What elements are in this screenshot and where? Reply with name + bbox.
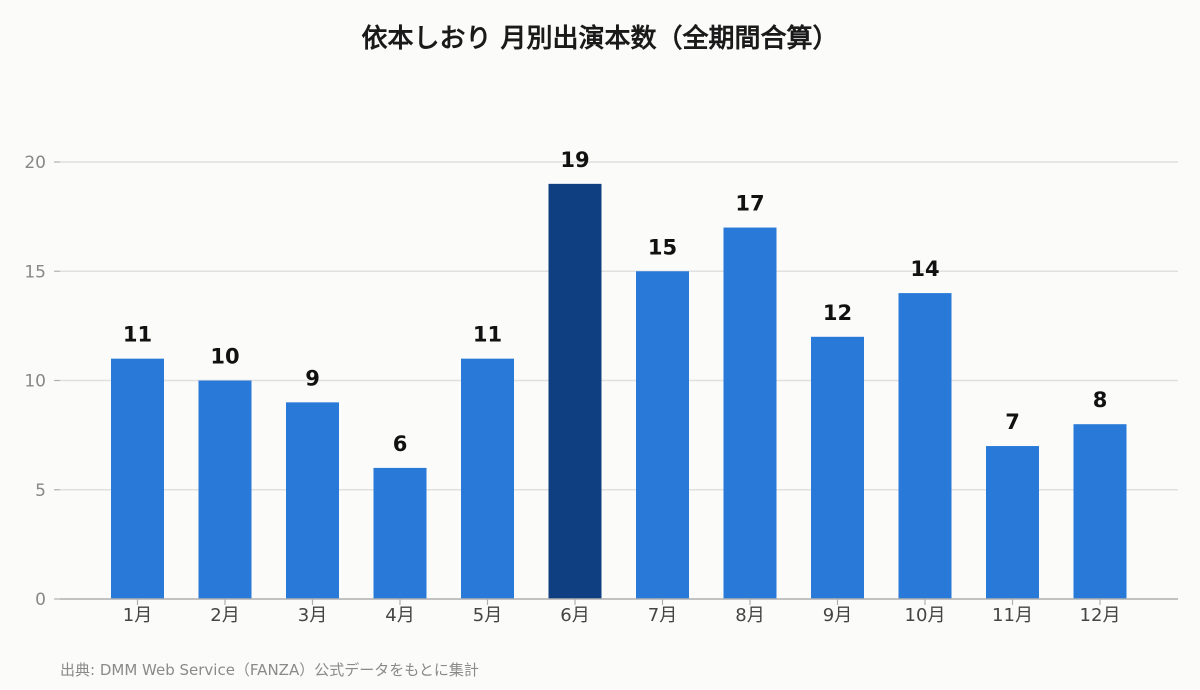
x-tick-label: 9月 [823,605,852,626]
x-tick-label: 8月 [735,605,764,626]
x-tick-label: 7月 [648,605,677,626]
y-tick-label: 0 [35,590,46,610]
bar [636,271,689,599]
bar [898,293,952,599]
bar-value-label: 12 [823,301,852,325]
bar [1073,424,1127,599]
bar [811,336,864,599]
y-tick-label: 10 [24,372,46,392]
bar [723,227,777,600]
bar-value-label: 9 [305,366,320,390]
bar [986,446,1039,599]
bar-value-label: 15 [648,235,677,259]
x-tick-label: 12月 [1080,605,1121,626]
bar-value-label: 8 [1093,388,1108,412]
bar [461,358,514,599]
source-note: 出典: DMM Web Service（FANZA）公式データをもとに集計 [60,661,479,679]
x-tick-label: 11月 [992,605,1033,626]
bar-value-label: 11 [123,323,152,347]
bar [111,358,164,599]
bar-value-label: 10 [210,345,239,369]
bar-value-label: 14 [910,257,939,281]
bar [373,467,427,599]
x-tick-label: 10月 [905,605,946,626]
x-tick-label: 1月 [123,605,152,626]
chart-title: 依本しおり 月別出演本数（全期間合算） [361,24,839,54]
x-tick-label: 2月 [210,605,239,626]
bar-value-label: 17 [735,192,764,216]
bar [548,183,602,599]
y-tick-label: 20 [24,153,46,173]
bar-value-label: 7 [1005,410,1020,434]
y-tick-label: 5 [35,481,46,501]
bar-value-label: 6 [393,432,408,456]
bar [198,380,252,599]
x-tick-label: 3月 [298,605,327,626]
x-tick-label: 5月 [473,605,502,626]
bar [286,402,339,599]
bar-value-label: 19 [560,148,589,172]
y-tick-label: 15 [24,262,46,282]
x-tick-label: 4月 [385,605,414,626]
x-tick-label: 6月 [560,605,589,626]
bar-value-label: 11 [473,323,502,347]
